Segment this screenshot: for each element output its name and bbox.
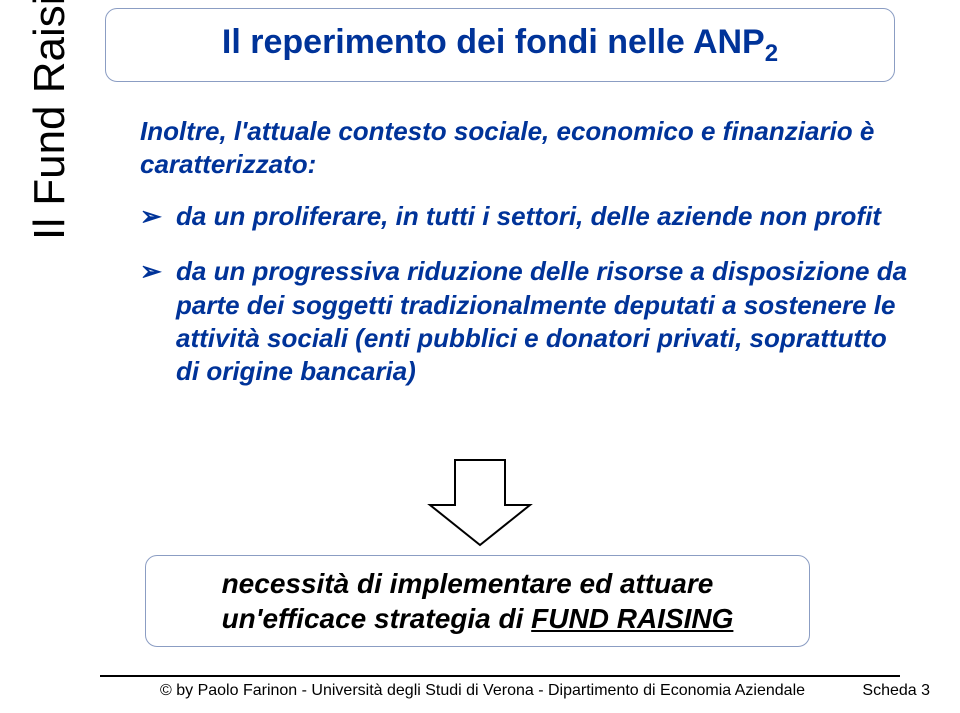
title-prefix: Il reperimento dei fondi nelle ANP [222, 23, 765, 61]
conclusion-line1: necessità di implementare ed attuare [222, 568, 714, 599]
sidebar-label: Il Fund Raising [25, 0, 75, 240]
bullet-text: da un proliferare, in tutti i settori, d… [176, 201, 881, 231]
title-box: Il reperimento dei fondi nelle ANP2 [105, 8, 895, 82]
slide-title: Il reperimento dei fondi nelle ANP2 [222, 23, 778, 68]
bullet-text: da un progressiva riduzione delle risors… [176, 256, 907, 386]
sidebar-label-text: Il Fund Raising [25, 0, 74, 240]
intro-text: Inoltre, l'attuale contesto sociale, eco… [140, 116, 874, 179]
conclusion-text: necessità di implementare ed attuare un'… [222, 566, 734, 636]
slide: Il Fund Raising Il reperimento dei fondi… [0, 0, 960, 713]
bullet-item: da un proliferare, in tutti i settori, d… [140, 200, 910, 233]
conclusion-line2-prefix: un'efficace strategia di [222, 603, 532, 634]
footer-divider [100, 675, 900, 677]
conclusion-line2-underlined: FUND RAISING [531, 603, 733, 634]
down-arrow-icon [420, 455, 540, 550]
bullet-list: da un proliferare, in tutti i settori, d… [140, 200, 910, 410]
title-subscript: 2 [765, 39, 778, 66]
conclusion-box: necessità di implementare ed attuare un'… [145, 555, 810, 647]
intro-paragraph: Inoltre, l'attuale contesto sociale, eco… [140, 115, 910, 180]
bullet-item: da un progressiva riduzione delle risors… [140, 255, 910, 388]
footer-copyright: © by Paolo Farinon - Università degli St… [160, 682, 805, 700]
footer-page-number: Scheda 3 [862, 682, 930, 700]
